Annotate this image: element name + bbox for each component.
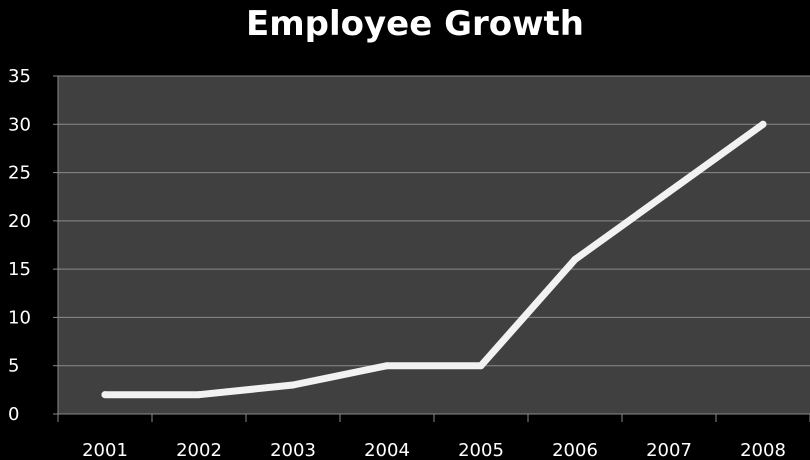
y-tick-label: 15: [8, 259, 31, 280]
x-axis-tick-labels: 2001 2002 2003 2004 2005 2006 2007 2008: [82, 440, 786, 460]
data-point: [101, 391, 109, 399]
data-point: [477, 362, 485, 370]
x-tick-label: 2004: [364, 440, 410, 460]
y-tick-label: 10: [8, 307, 31, 328]
x-tick-label: 2008: [740, 440, 786, 460]
x-tick-label: 2003: [270, 440, 316, 460]
data-points: [101, 120, 767, 399]
y-axis-tick-labels: 0 5 10 15 20 25 30 35: [8, 66, 31, 425]
y-tick-label: 0: [8, 404, 19, 425]
x-tick-label: 2005: [458, 440, 504, 460]
x-tick-label: 2007: [646, 440, 692, 460]
y-tick-label: 35: [8, 66, 31, 87]
data-point: [571, 255, 579, 263]
data-point: [289, 381, 297, 389]
data-point: [759, 120, 767, 128]
x-tick-label: 2006: [552, 440, 598, 460]
gridlines: [53, 75, 810, 415]
x-tick-label: 2002: [176, 440, 222, 460]
y-tick-label: 20: [8, 211, 31, 232]
y-tick-label: 5: [8, 356, 19, 377]
plot-area: [58, 76, 810, 414]
chart-title: Employee Growth: [246, 4, 584, 44]
y-tick-label: 25: [8, 163, 31, 184]
x-axis-tick-marks: [57, 414, 810, 422]
series-line: [101, 120, 767, 399]
x-tick-label: 2001: [82, 440, 128, 460]
data-point: [195, 391, 203, 399]
data-point: [665, 188, 673, 196]
data-point: [383, 362, 391, 370]
y-tick-label: 30: [8, 114, 31, 135]
